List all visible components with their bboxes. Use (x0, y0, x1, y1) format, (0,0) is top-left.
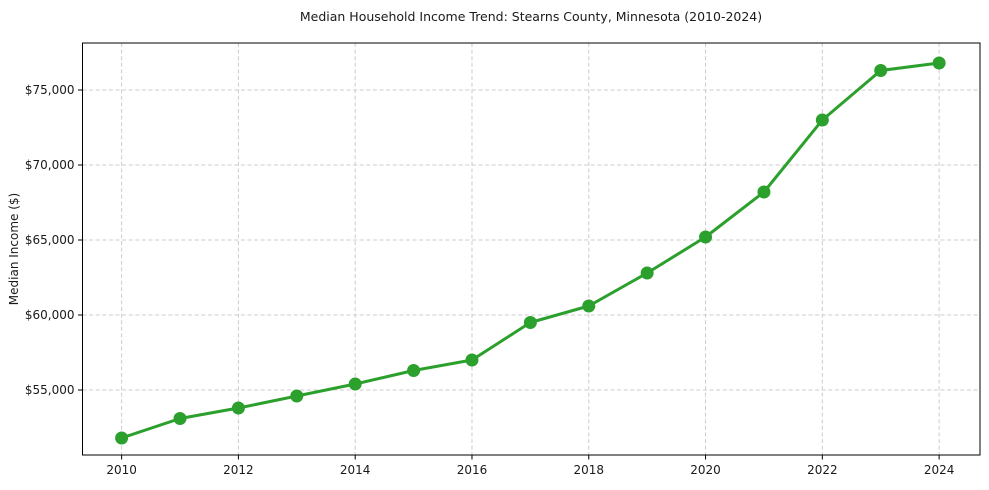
grid-lines (82, 43, 980, 455)
data-point (757, 185, 771, 199)
x-tick-label: 2016 (457, 463, 488, 477)
x-tick-labels: 2010 2012 2014 2016 2018 2020 2022 2024 (106, 463, 954, 477)
data-point (465, 353, 479, 367)
data-point (640, 266, 654, 280)
x-tick-label: 2010 (106, 463, 137, 477)
data-point (699, 230, 713, 244)
y-tick-label: $70,000 (25, 158, 75, 172)
y-tick-label: $55,000 (25, 383, 75, 397)
data-point (115, 431, 129, 445)
x-tick-label: 2014 (340, 463, 371, 477)
data-point (815, 113, 829, 127)
data-point (874, 63, 888, 77)
y-tick-label: $65,000 (25, 233, 75, 247)
data-point (290, 389, 304, 403)
x-tick-label: 2018 (573, 463, 604, 477)
data-point (348, 377, 362, 391)
tick-marks (78, 89, 940, 460)
data-point (173, 412, 187, 426)
data-point (523, 316, 537, 330)
data-point (582, 299, 596, 313)
x-tick-label: 2020 (690, 463, 721, 477)
axes-frame (82, 42, 981, 456)
x-tick-label: 2022 (807, 463, 838, 477)
y-tick-label: $75,000 (25, 83, 75, 97)
x-tick-label: 2012 (223, 463, 254, 477)
y-tick-label: $60,000 (25, 308, 75, 322)
data-point (932, 56, 946, 70)
x-tick-label: 2024 (924, 463, 955, 477)
data-points (115, 56, 946, 445)
chart-title: Median Household Income Trend: Stearns C… (299, 9, 763, 24)
data-point (231, 401, 245, 415)
data-point (407, 364, 421, 378)
y-tick-labels: $55,000 $60,000 $65,000 $70,000 $75,000 (25, 83, 75, 397)
